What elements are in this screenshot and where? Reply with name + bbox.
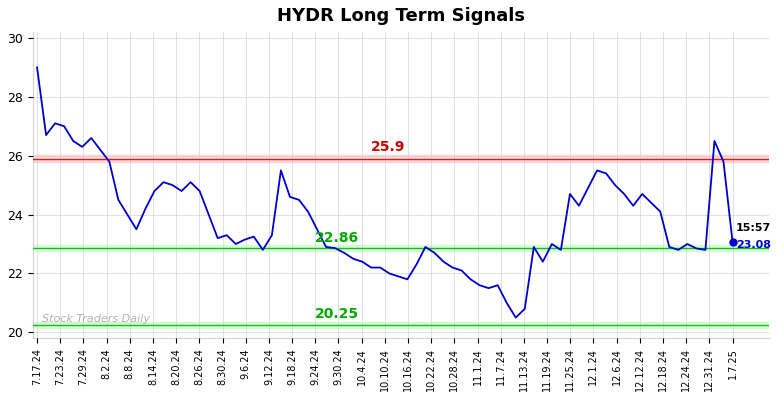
Title: HYDR Long Term Signals: HYDR Long Term Signals <box>277 7 524 25</box>
Bar <box>33 322 768 328</box>
Text: 15:57: 15:57 <box>736 223 771 233</box>
Text: Stock Traders Daily: Stock Traders Daily <box>42 314 150 324</box>
Text: 23.08: 23.08 <box>736 240 771 250</box>
Bar <box>33 155 768 162</box>
Text: 22.86: 22.86 <box>315 231 359 245</box>
Text: 25.9: 25.9 <box>371 140 405 154</box>
Bar <box>33 246 768 251</box>
Text: 20.25: 20.25 <box>315 308 359 322</box>
